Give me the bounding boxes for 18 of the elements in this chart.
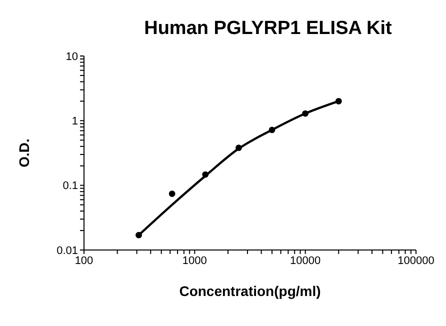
- point: [236, 144, 242, 152]
- point: [202, 171, 209, 178]
- point: [268, 126, 276, 134]
- x-tick-label: 100000: [398, 254, 434, 267]
- x-tick-label: 100: [74, 254, 94, 267]
- x-tick-label: 10000: [290, 254, 321, 267]
- point: [335, 98, 342, 104]
- y-tick-label: 0.01: [56, 244, 78, 257]
- y-tick-label: 0.1: [62, 180, 78, 192]
- x-axis-title: Concentration(pg/ml): [179, 283, 321, 299]
- point: [136, 232, 142, 238]
- point: [168, 190, 176, 197]
- y-axis-title: O.D.: [16, 138, 32, 168]
- chart-title: Human PGLYRP1 ELISA Kit: [143, 18, 393, 40]
- x-tick-label: 1000: [182, 254, 207, 267]
- point: [302, 110, 309, 117]
- y-tick-label: 1: [72, 116, 78, 128]
- y-tick-label: 10: [66, 50, 78, 63]
